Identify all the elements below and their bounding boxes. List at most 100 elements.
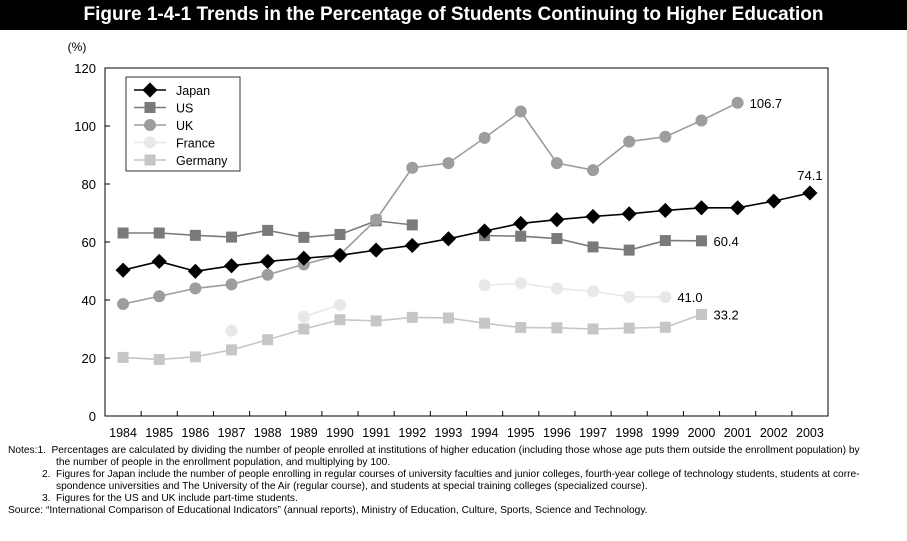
x-tick-label: 2003 — [796, 426, 824, 440]
series-japan-point — [693, 200, 710, 216]
series-uk-point — [514, 105, 527, 118]
y-tick-label: 0 — [89, 409, 96, 424]
series-japan-point — [296, 250, 312, 266]
series-germany-point — [334, 314, 346, 326]
series-uk-point — [225, 278, 238, 291]
series-uk-segment — [195, 283, 232, 290]
series-germany-segment — [159, 356, 196, 361]
series-us-point — [262, 224, 274, 236]
series-germany-point — [442, 312, 454, 324]
series-germany-point — [189, 351, 201, 363]
series-japan-point — [404, 237, 420, 254]
series-us-point — [117, 227, 129, 239]
series-uk-segment — [447, 137, 486, 164]
note-1-line-2: the number of people in the enrollment p… — [56, 457, 391, 468]
series-germany-point — [515, 322, 527, 334]
series-us-point — [189, 229, 201, 241]
series-uk-point — [550, 157, 563, 170]
series-japan-point — [802, 185, 818, 201]
series-us-segment — [339, 220, 377, 236]
series-uk-point — [478, 131, 491, 144]
series-germany-point — [298, 323, 310, 335]
series-france-segment — [303, 304, 341, 318]
series-japan-point — [477, 223, 493, 239]
series-us-segment — [628, 239, 666, 251]
series-uk-segment — [122, 295, 160, 305]
series-uk-point — [370, 213, 383, 226]
series-us-point — [298, 231, 310, 243]
source-line: Source: “International Comparison of Edu… — [8, 505, 648, 516]
series-uk-segment — [592, 141, 630, 171]
series-germany — [117, 309, 707, 365]
series-uk-segment — [412, 162, 449, 169]
y-tick-label: 80 — [82, 177, 96, 192]
x-tick-label: 1995 — [507, 426, 535, 440]
series-germany-segment — [448, 317, 485, 324]
series-japan-point — [657, 202, 673, 218]
series-germany-point — [587, 323, 599, 335]
series-us-segment — [592, 246, 630, 251]
series-germany-segment — [629, 326, 666, 329]
y-tick-label: 40 — [82, 293, 96, 308]
series-france-point — [587, 285, 600, 298]
y-tick-label: 120 — [74, 61, 96, 76]
series-japan-point — [223, 258, 240, 274]
series-germany-segment — [376, 316, 413, 322]
series-us-point — [153, 227, 165, 239]
series-us-segment — [484, 234, 521, 237]
series-germany-point — [262, 334, 274, 346]
series-japan-point — [585, 208, 601, 225]
series-france-segment — [520, 282, 557, 290]
series-us-point — [695, 235, 707, 247]
legend-label-france: France — [176, 137, 215, 151]
series-japan-point — [621, 206, 637, 222]
series-uk-segment — [520, 111, 558, 164]
x-tick-label: 1989 — [290, 426, 318, 440]
series-uk-segment — [629, 135, 666, 143]
series-germany-point — [659, 321, 671, 333]
x-tick-label: 1996 — [543, 426, 571, 440]
note-3: 3. Figures for the US and UK include par… — [8, 493, 900, 505]
chart-title: Figure 1-4-1 Trends in the Percentage of… — [0, 0, 907, 30]
series-uk-point — [695, 114, 708, 127]
legend-marker-germany — [144, 154, 156, 166]
series-uk-point — [406, 161, 419, 174]
note-2-line-1: Figures for Japan include the number of … — [56, 469, 860, 480]
series-uk-point — [731, 96, 744, 109]
note-3-number: 3. — [42, 493, 51, 504]
x-tick-label: 1991 — [362, 426, 390, 440]
x-tick-label: 1984 — [109, 426, 137, 440]
series-japan-segment — [159, 260, 196, 273]
series-us-segment — [159, 232, 196, 237]
series-germany-point — [226, 344, 238, 356]
series-germany-segment — [665, 313, 702, 329]
series-us-segment — [556, 237, 594, 248]
series-japan-point — [115, 262, 131, 278]
series-france-segment — [592, 290, 630, 298]
series-germany-segment — [593, 327, 630, 330]
series-us-point — [659, 235, 671, 247]
series-japan-point — [368, 242, 384, 258]
series-us-segment — [303, 233, 341, 239]
series-germany-segment — [412, 316, 449, 319]
x-tick-label: 1990 — [326, 426, 354, 440]
series-uk-point — [623, 135, 636, 148]
series-germany-segment — [339, 318, 377, 322]
series-france — [225, 277, 672, 337]
series-france-point — [297, 310, 310, 323]
series-us-segment — [231, 229, 268, 238]
series-germany-segment — [123, 356, 160, 361]
series-uk-segment — [159, 287, 196, 298]
series-us-point — [406, 219, 418, 231]
series-france-segment — [484, 282, 521, 287]
series-germany-segment — [556, 327, 594, 330]
series-us-segment — [520, 235, 557, 240]
note-2-line-2: spondence universities and The Universit… — [56, 481, 648, 492]
x-tick-label: 1993 — [435, 426, 463, 440]
x-tick-label: 1998 — [615, 426, 643, 440]
series-uk-segment — [664, 119, 702, 138]
series-germany-segment — [231, 338, 268, 351]
note-2-number: 2. — [42, 469, 51, 480]
series-japan-point — [332, 247, 348, 263]
note-1: Notes: 1. Percentages are calculated by … — [8, 445, 900, 457]
